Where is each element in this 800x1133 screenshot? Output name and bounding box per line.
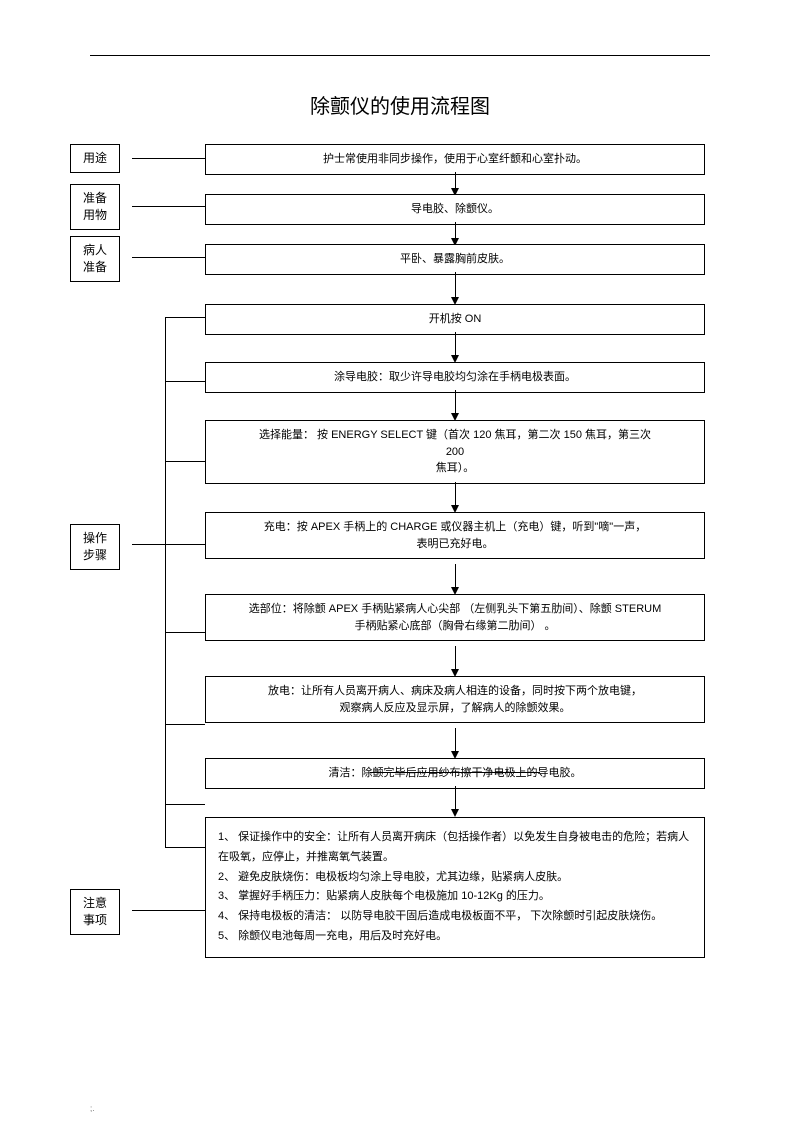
box-patient-prep: 平卧、暴露胸前皮肤。 [205,244,705,275]
connector [455,564,456,589]
connector [455,482,456,507]
label-patient-prep: 病人 准备 [70,236,120,282]
footer-mark: ;. [90,1104,94,1113]
label-purpose: 用途 [70,144,120,173]
strike-line [370,772,540,773]
bracket-vline [165,317,166,847]
box-step7: 清洁：除颤完毕后应用纱布擦干净电极上的导电胶。 [205,758,705,789]
flowchart: 用途 护士常使用非同步操作，使用于心室纤颤和心室扑动。 准备 用物 导电胶、除颤… [70,144,730,1094]
bracket-hline [165,461,205,462]
connector [132,158,205,159]
note-item: 5、 除颤仪电池每周一充电，用后及时充好电。 [218,927,692,947]
connector [455,786,456,811]
connector [455,728,456,753]
label-prep-items: 准备 用物 [70,184,120,230]
connector [455,390,456,415]
box-purpose: 护士常使用非同步操作，使用于心室纤颤和心室扑动。 [205,144,705,175]
box-step3: 选择能量： 按 ENERGY SELECT 键（首次 120 焦耳，第二次 15… [205,420,705,484]
bracket-hline [165,317,205,318]
connector [132,257,205,258]
box-prep-items: 导电胶、除颤仪。 [205,194,705,225]
box-notes: 1、 保证操作中的安全：让所有人员离开病床（包括操作者）以免发生自身被电击的危险… [205,817,705,958]
box-step6: 放电：让所有人员离开病人、病床及病人相连的设备，同时按下两个放电键， 观察病人反… [205,676,705,723]
box-step5: 选部位：将除颤 APEX 手柄贴紧病人心尖部 （左侧乳头下第五肋间）、除颤 ST… [205,594,705,641]
box-step2: 涂导电胶：取少许导电胶均匀涂在手柄电极表面。 [205,362,705,393]
bracket-hline [132,544,205,545]
connector [132,206,205,207]
connector [455,332,456,357]
bracket-hline [165,724,205,725]
connector [132,910,205,911]
box-step4: 充电：按 APEX 手柄上的 CHARGE 或仪器主机上（充电）键，听到"嘀"一… [205,512,705,559]
arrow-down-icon [451,809,459,817]
bracket-hline [165,381,205,382]
label-notes: 注意 事项 [70,889,120,935]
page-title: 除颤仪的使用流程图 [70,90,730,119]
bracket-hline [165,632,205,633]
note-item: 4、 保持电极板的清洁： 以防导电胶干固后造成电极板面不平， 下次除颤时引起皮肤… [218,907,692,927]
box-step1: 开机按 ON [205,304,705,335]
connector [455,272,456,300]
top-divider [90,55,710,56]
bracket-hline [165,804,205,805]
label-steps: 操作 步骤 [70,524,120,570]
note-item: 2、 避免皮肤烧伤：电极板均匀涂上导电胶，尤其边缘，贴紧病人皮肤。 [218,868,692,888]
note-item: 1、 保证操作中的安全：让所有人员离开病床（包括操作者）以免发生自身被电击的危险… [218,828,692,868]
note-item: 3、 掌握好手柄压力：贴紧病人皮肤每个电极施加 10-12Kg 的压力。 [218,887,692,907]
connector [455,646,456,671]
bracket-hline [165,847,205,848]
